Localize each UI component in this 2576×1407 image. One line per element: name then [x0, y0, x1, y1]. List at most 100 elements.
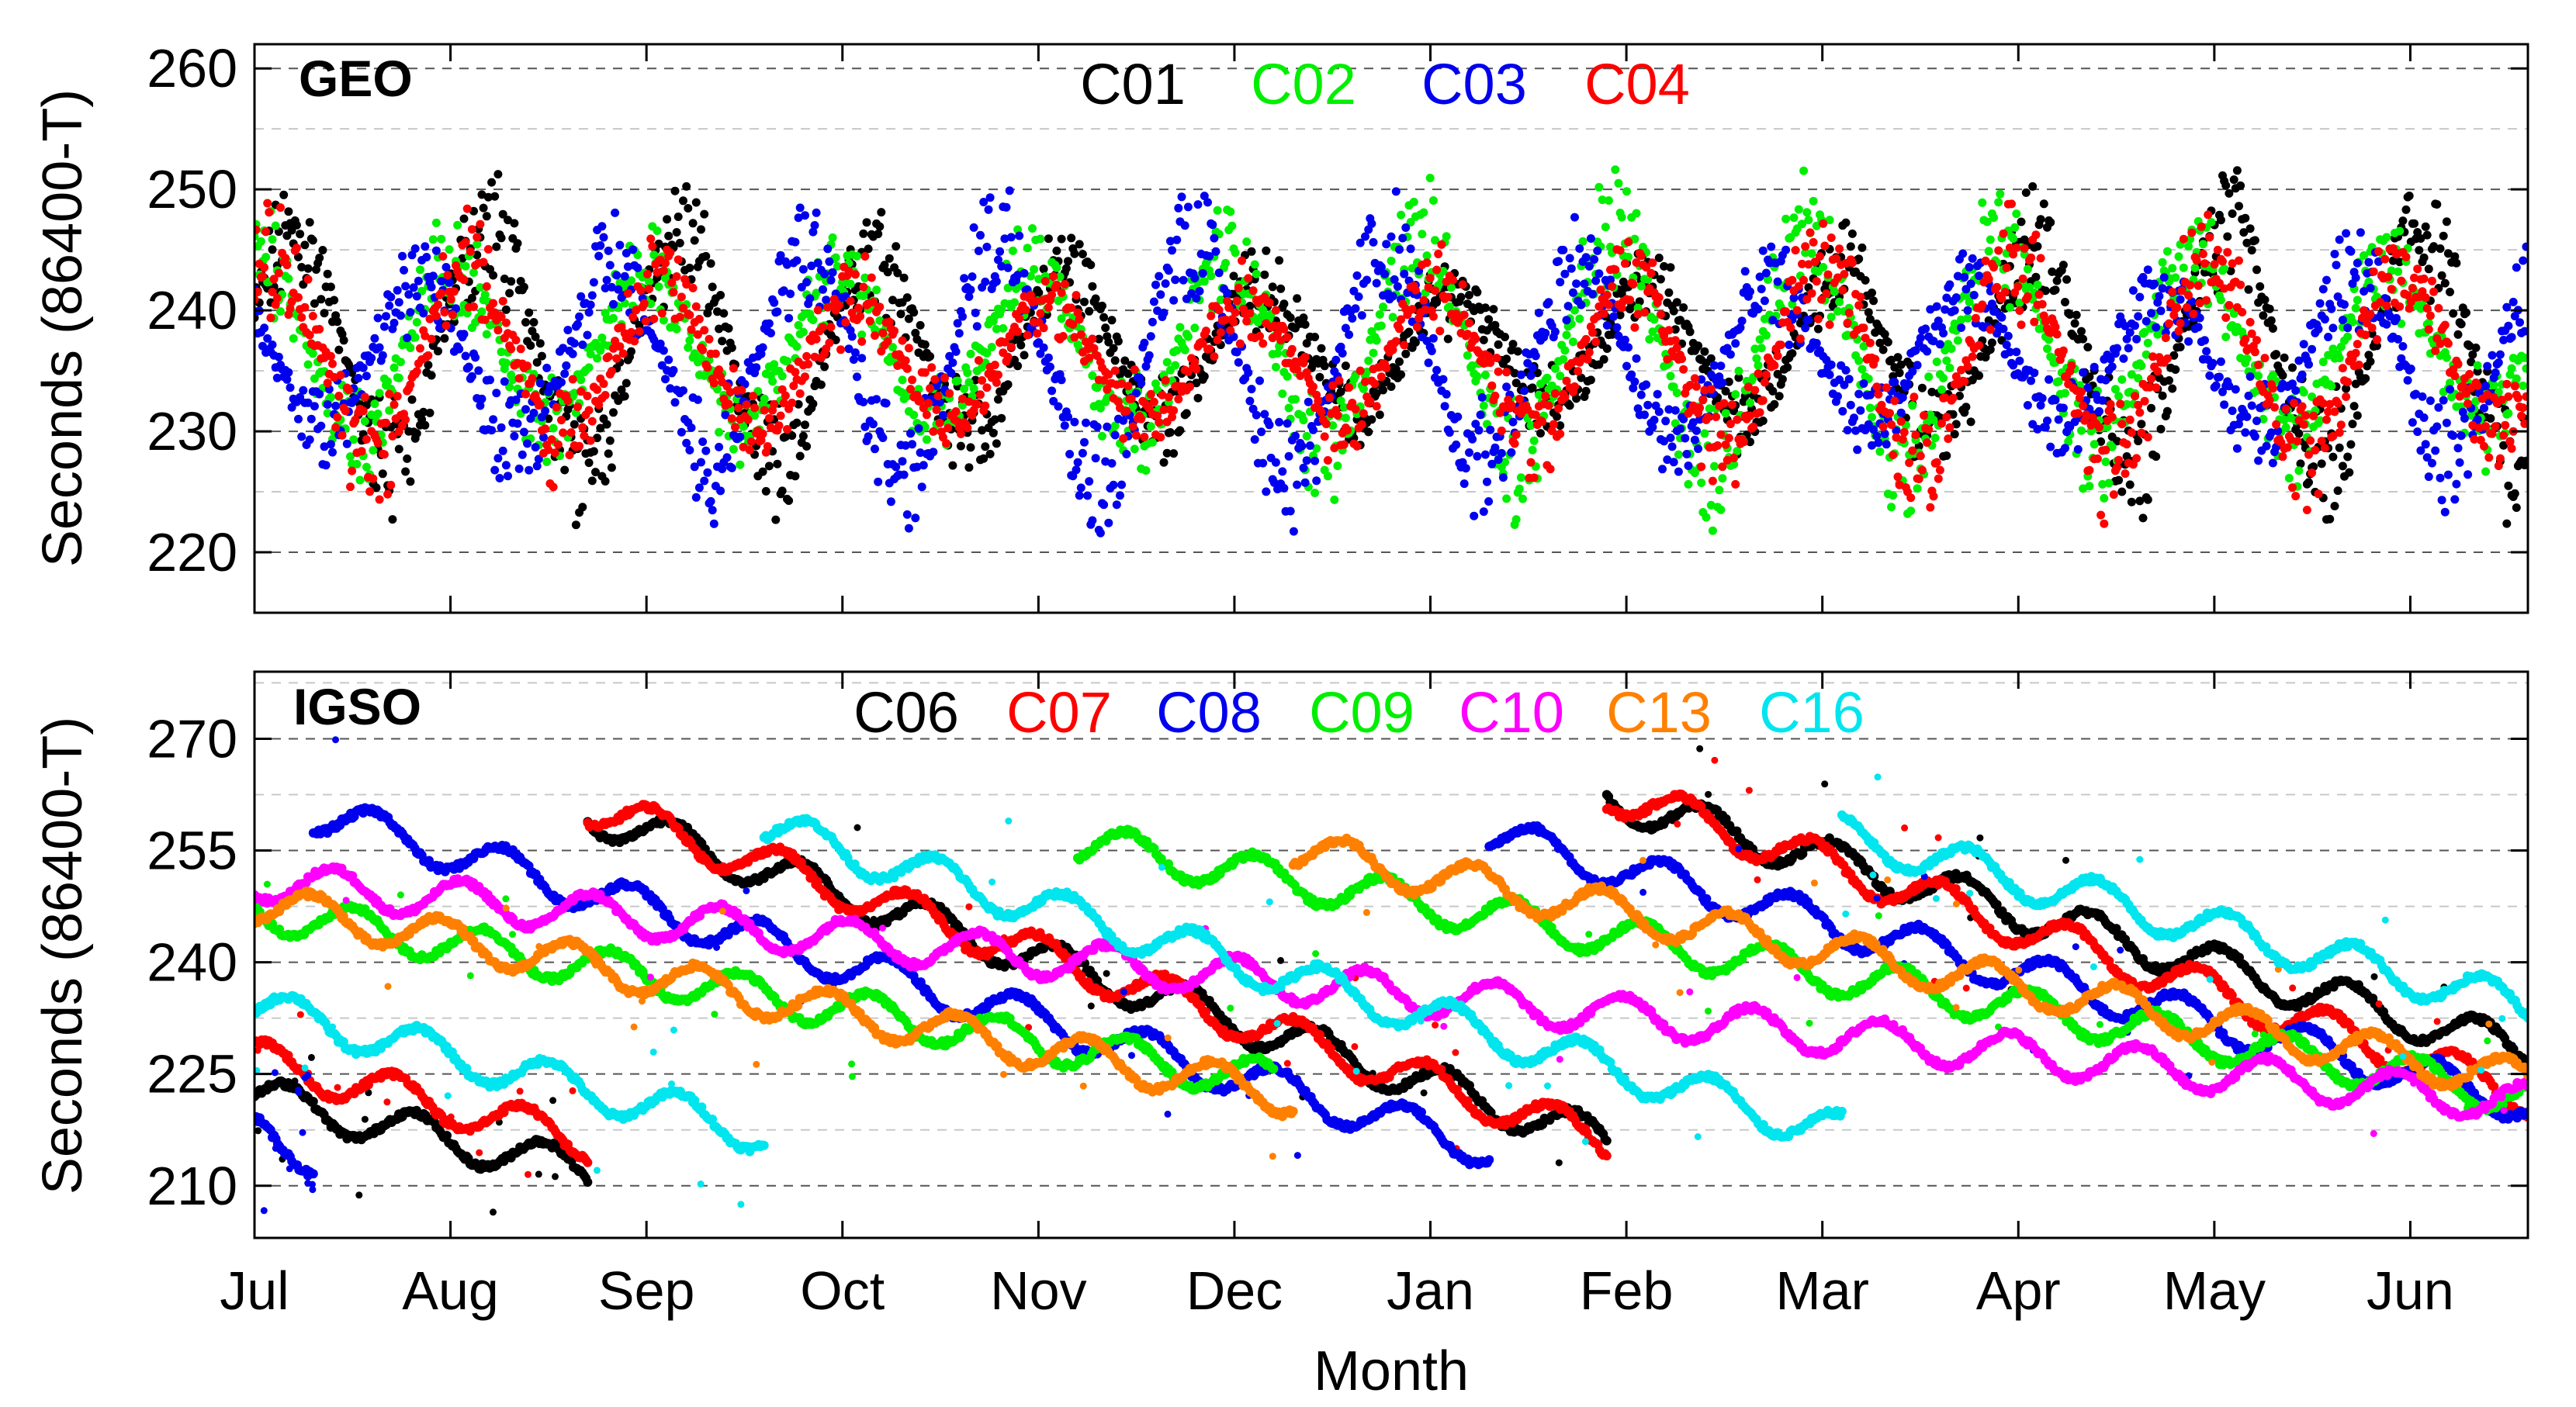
data-point [2239, 228, 2249, 237]
data-point [2221, 332, 2231, 341]
data-point [1858, 243, 1867, 252]
data-point [2376, 312, 2385, 321]
data-point [1089, 344, 1099, 353]
data-point [786, 289, 795, 299]
data-point [1200, 372, 1209, 381]
data-point [1604, 196, 1613, 205]
data-point [2338, 316, 2347, 325]
data-point [1161, 279, 1170, 289]
data-point [1165, 428, 1175, 437]
data-point [685, 336, 694, 345]
data-point [1987, 338, 1996, 347]
data-point [742, 400, 751, 410]
data-point [492, 242, 501, 251]
data-point [659, 266, 668, 275]
data-point [992, 378, 1001, 387]
data-point [317, 421, 326, 430]
data-point [1761, 268, 1771, 278]
data-point [1609, 312, 1619, 321]
data-point [362, 372, 371, 381]
data-point [362, 434, 371, 444]
data-point [804, 360, 813, 368]
data-point [1330, 495, 1339, 504]
data-point [563, 396, 573, 406]
data-point [673, 213, 683, 221]
data-point [922, 435, 931, 444]
data-point [1957, 315, 1966, 324]
data-point [2250, 432, 2259, 441]
data-point [1996, 189, 2005, 199]
data-point [435, 323, 445, 333]
data-point [2122, 399, 2131, 409]
data-point [1092, 383, 1102, 392]
data-point [963, 423, 972, 433]
data-point [1733, 447, 1742, 456]
data-point [1339, 440, 1349, 449]
data-point [981, 401, 990, 410]
data-point [510, 219, 519, 228]
data-point [1556, 421, 1565, 430]
data-point [1453, 412, 1463, 421]
data-point [1265, 298, 1274, 307]
data-point [2335, 443, 2344, 452]
data-point [976, 390, 985, 399]
data-point [927, 363, 937, 372]
data-point [2025, 282, 2034, 292]
data-point [2070, 417, 2079, 427]
data-point [2073, 444, 2083, 454]
data-point [2127, 370, 2136, 379]
data-point [1309, 425, 1317, 434]
data-point [779, 399, 788, 407]
data-point [531, 443, 540, 452]
data-point [1375, 309, 1384, 319]
data-point [1761, 330, 1771, 340]
data-point [2247, 246, 2256, 255]
data-point [646, 299, 656, 309]
data-point [2158, 391, 2167, 400]
data-point [904, 524, 913, 533]
data-point [1156, 433, 1165, 442]
data-point [401, 467, 410, 476]
data-point [2320, 315, 2329, 324]
data-point [2324, 333, 2333, 341]
data-point [920, 368, 930, 377]
data-point [2225, 188, 2234, 198]
data-point [296, 230, 305, 239]
data-point [541, 424, 550, 434]
data-point [981, 442, 990, 451]
data-point [1302, 339, 1311, 348]
data-point [1110, 430, 1120, 440]
data-point [292, 244, 301, 253]
data-point [2152, 452, 2161, 462]
data-point [2510, 489, 2519, 498]
data-point [1010, 298, 1019, 307]
data-point [462, 204, 472, 213]
data-point [1632, 354, 1641, 363]
data-point [2327, 382, 2336, 391]
data-point [1442, 232, 1451, 241]
data-point [2351, 303, 2360, 313]
data-point [792, 342, 802, 351]
data-point [2317, 459, 2326, 468]
data-point [978, 376, 987, 385]
data-point [521, 405, 530, 414]
data-point [1033, 329, 1042, 338]
data-point [320, 309, 329, 318]
data-point [2242, 238, 2252, 247]
data-point [1672, 298, 1681, 307]
data-point [1465, 448, 1473, 457]
data-point [274, 352, 283, 361]
data-point [1913, 484, 1922, 493]
data-point [591, 468, 600, 477]
data-point [401, 415, 410, 424]
data-point [1223, 296, 1232, 306]
data-point [1116, 491, 1124, 500]
data-point [1783, 363, 1792, 372]
data-point [1036, 309, 1045, 318]
data-point [801, 420, 809, 430]
data-point [864, 244, 873, 254]
data-point [1376, 372, 1386, 382]
data-point [2494, 358, 2503, 367]
data-point [1234, 358, 1243, 367]
data-point [1175, 323, 1185, 332]
